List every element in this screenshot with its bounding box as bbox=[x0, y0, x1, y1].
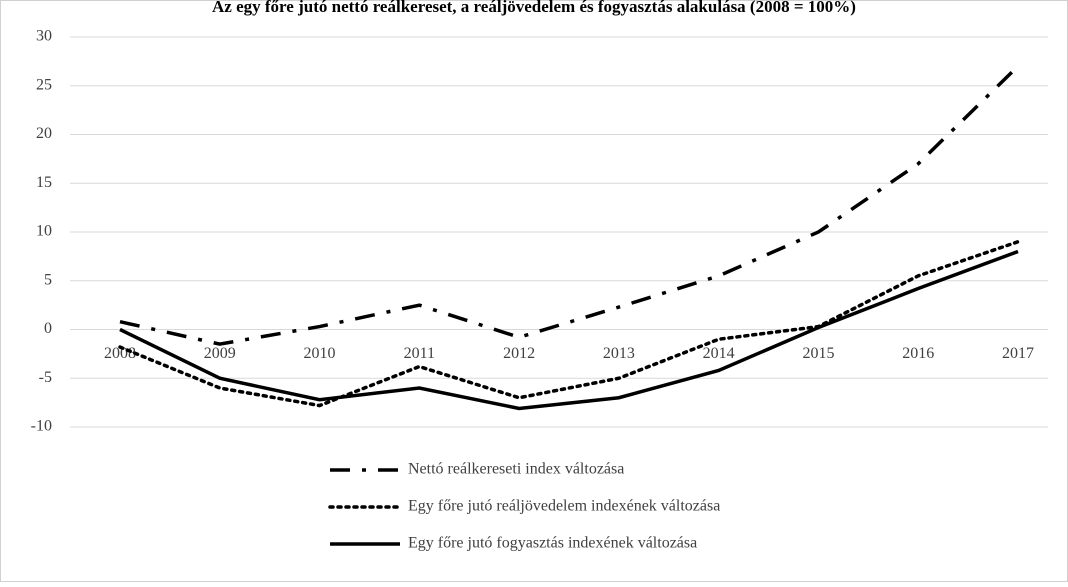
x-tick-label: 2012 bbox=[503, 345, 535, 362]
legend-label: Egy főre jutó reáljövedelem indexének vá… bbox=[408, 498, 720, 515]
y-tick-label: 5 bbox=[44, 271, 52, 288]
x-tick-label: 2010 bbox=[304, 345, 336, 362]
y-tick-label: 25 bbox=[36, 76, 52, 93]
x-tick-label: 2009 bbox=[204, 345, 236, 362]
x-tick-label: 2016 bbox=[902, 345, 934, 362]
y-tick-label: -5 bbox=[39, 369, 52, 386]
x-tick-label: 2015 bbox=[802, 345, 834, 362]
legend-label: Nettó reálkereseti index változása bbox=[408, 461, 624, 478]
chart-title: Az egy főre jutó nettó reálkereset, a re… bbox=[212, 0, 856, 16]
x-tick-label: 2011 bbox=[404, 345, 435, 362]
y-tick-label: 15 bbox=[36, 174, 52, 191]
x-tick-label: 2013 bbox=[603, 345, 635, 362]
x-tick-label: 2014 bbox=[703, 345, 735, 362]
y-tick-label: 30 bbox=[36, 28, 52, 45]
series-line bbox=[118, 240, 1020, 408]
legend-label: Egy főre jutó fogyasztás indexének válto… bbox=[408, 535, 697, 552]
y-tick-label: -10 bbox=[31, 418, 52, 435]
series-line bbox=[119, 249, 1019, 411]
series-line bbox=[119, 64, 1020, 346]
y-tick-label: 10 bbox=[36, 223, 52, 240]
y-tick-label: 20 bbox=[36, 125, 52, 142]
x-tick-label: 2017 bbox=[1002, 345, 1034, 362]
y-tick-label: 0 bbox=[44, 320, 52, 337]
